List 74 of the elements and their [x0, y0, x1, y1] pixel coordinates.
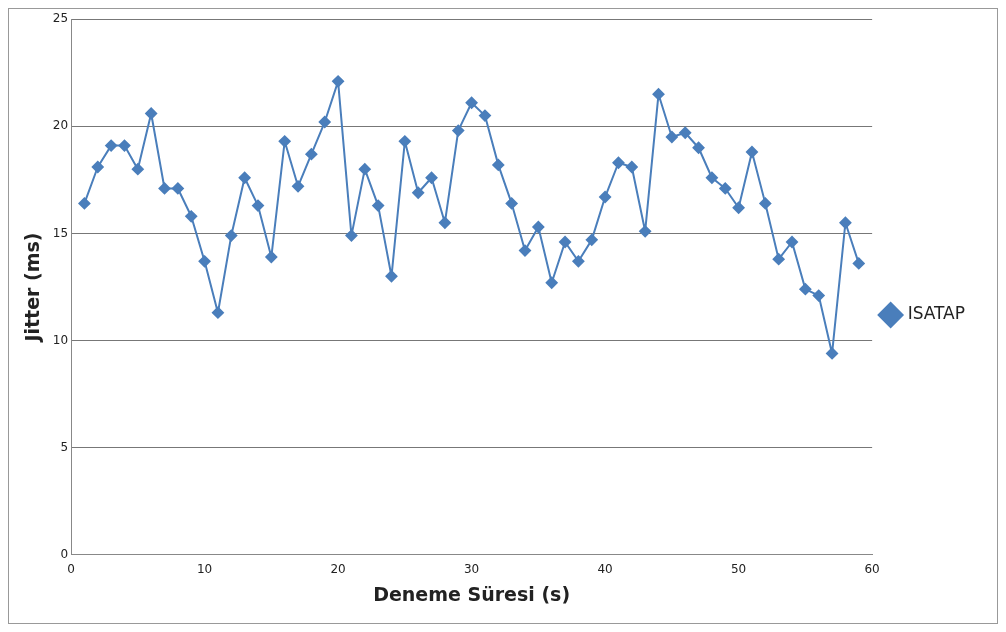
point [478, 109, 491, 122]
point [412, 186, 425, 199]
point [625, 161, 638, 174]
point [305, 148, 318, 161]
point [732, 201, 745, 214]
point [265, 251, 278, 264]
point [438, 216, 451, 229]
point [759, 197, 772, 210]
x-tick-label: 60 [864, 562, 880, 577]
point [599, 191, 612, 204]
point [78, 197, 91, 210]
point [826, 347, 839, 360]
point [292, 180, 305, 193]
point [812, 289, 825, 302]
point [652, 88, 665, 101]
x-tick-label: 10 [196, 562, 213, 577]
point [131, 163, 144, 176]
point [505, 197, 518, 210]
point [492, 158, 505, 171]
y-tick-label: 0 [60, 546, 69, 561]
x-tick-label: 30 [463, 562, 480, 577]
y-tick-label: 5 [60, 439, 69, 454]
point [745, 146, 758, 159]
point [772, 253, 785, 266]
point [705, 171, 718, 184]
x-tick-label: 40 [597, 562, 613, 577]
point [719, 182, 732, 195]
point [532, 221, 545, 234]
point [852, 257, 865, 270]
point [786, 236, 799, 249]
y-tick-label: 15 [52, 225, 69, 240]
point [145, 107, 158, 120]
point [158, 182, 171, 195]
point [278, 135, 291, 148]
point [238, 171, 251, 184]
point [398, 135, 411, 148]
point [198, 255, 211, 268]
x-tick-label: 50 [730, 562, 747, 577]
point [372, 199, 385, 212]
point [612, 156, 625, 169]
x-tick-label: 20 [330, 562, 346, 577]
point [679, 126, 692, 139]
point [692, 141, 705, 154]
point [358, 163, 371, 176]
legend-label: ISATAP [907, 303, 965, 324]
point [251, 199, 264, 212]
point [318, 116, 331, 129]
point [665, 131, 678, 144]
point [345, 229, 358, 242]
point [105, 139, 118, 152]
point [91, 161, 104, 174]
point [559, 236, 572, 249]
point [171, 182, 184, 195]
y-axis-title: Jitter (ms) [21, 232, 44, 344]
point [572, 255, 585, 268]
point [452, 124, 465, 137]
x-axis-title: Deneme Süresi (s) [373, 582, 571, 605]
point [465, 96, 478, 109]
point [425, 171, 438, 184]
point [225, 229, 238, 242]
y-tick-label: 10 [52, 332, 69, 347]
point [185, 210, 198, 223]
point [585, 233, 598, 246]
y-tick-label: 25 [52, 11, 69, 26]
point [799, 283, 812, 296]
point [211, 306, 224, 319]
point [118, 139, 131, 152]
y-tick-label: 20 [52, 118, 69, 133]
point [839, 216, 852, 229]
point [519, 244, 531, 257]
point [385, 270, 398, 283]
point [332, 75, 345, 88]
point [639, 225, 652, 238]
point [545, 276, 558, 289]
